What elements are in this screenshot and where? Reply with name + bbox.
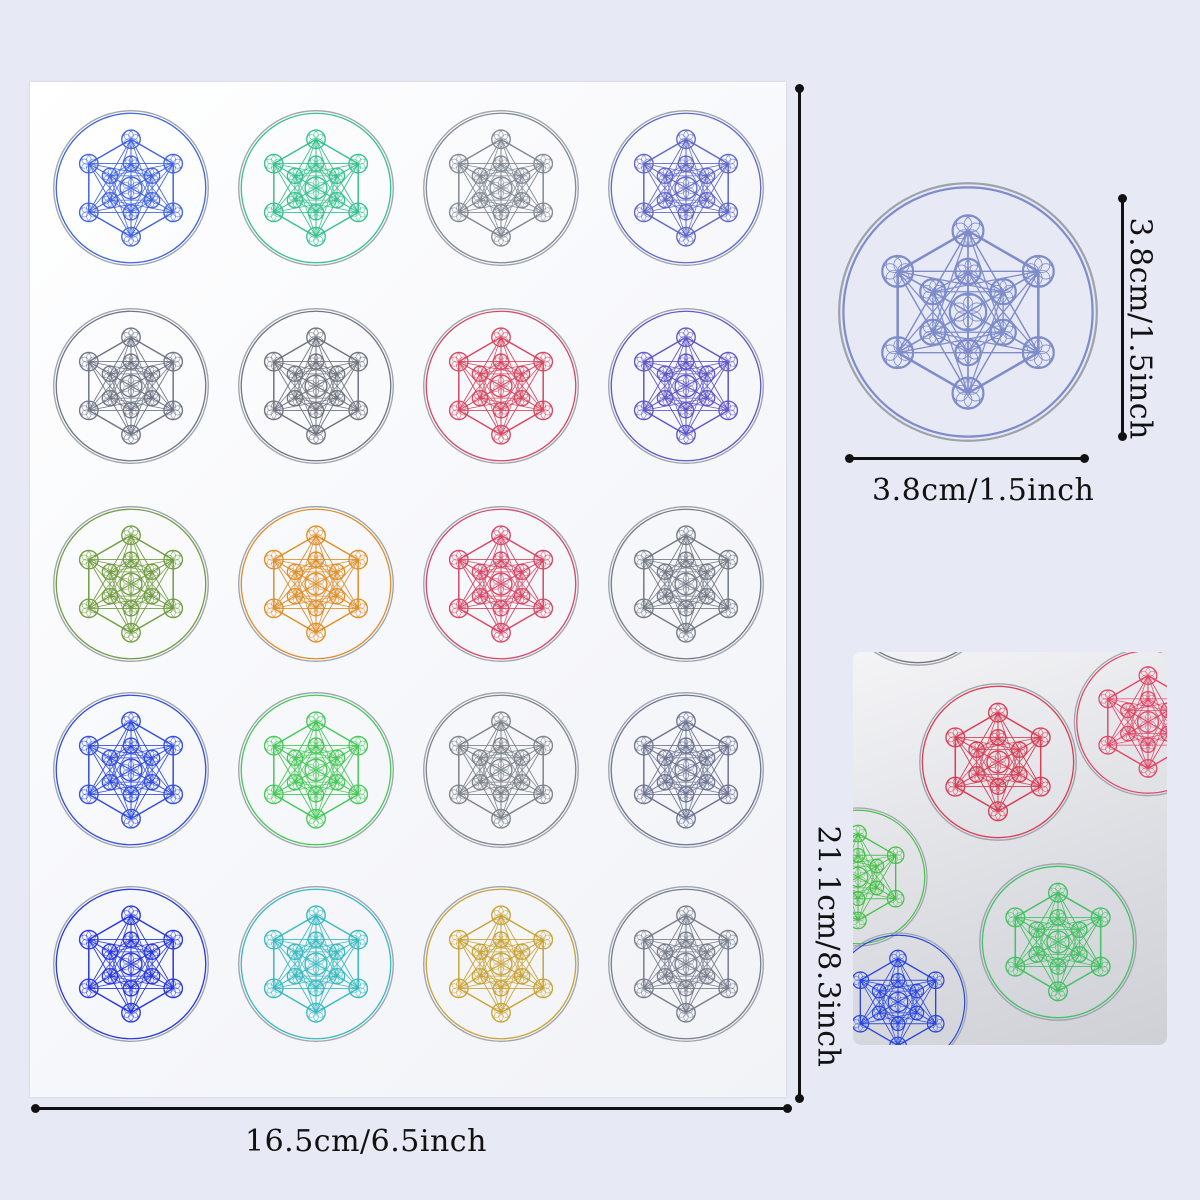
sheet-width-line — [36, 1107, 788, 1110]
sheet-height-endpoint-top — [795, 84, 804, 93]
sticker-height-line — [1121, 198, 1124, 438]
sticker-r4-c4 — [602, 686, 770, 854]
metatrons-cube-icon — [838, 182, 1098, 442]
sticker-height-label: 3.8cm/1.5inch — [1122, 217, 1158, 440]
closeup-photo — [853, 652, 1167, 1045]
sticker-r1-c1 — [47, 104, 215, 272]
sticker-r4-c2 — [232, 686, 400, 854]
sheet-height-endpoint-bottom — [795, 1094, 804, 1103]
metatrons-cube-icon — [608, 692, 764, 848]
metatrons-cube-icon — [53, 308, 209, 464]
sticker-r5-c2 — [232, 880, 400, 1048]
closeup-sticker-1 — [873, 652, 963, 666]
metatrons-cube-icon — [423, 110, 579, 266]
metatrons-cube-icon — [608, 308, 764, 464]
sticker-r1-c3 — [417, 104, 585, 272]
sticker-r3-c1 — [47, 500, 215, 668]
sticker-width-line — [850, 457, 1086, 460]
sticker-r3-c4 — [602, 500, 770, 668]
sticker-r1-c2 — [232, 104, 400, 272]
metatrons-cube-icon — [238, 692, 394, 848]
sticker-width-label: 3.8cm/1.5inch — [872, 473, 1095, 508]
sticker-r1-c4 — [602, 104, 770, 272]
closeup-sticker-6 — [853, 932, 968, 1045]
sheet-height-label: 21.1cm/8.3inch — [810, 825, 846, 1068]
sticker-r4-c1 — [47, 686, 215, 854]
sheet-width-label: 16.5cm/6.5inch — [245, 1124, 487, 1159]
metatrons-cube-icon — [238, 886, 394, 1042]
metatrons-cube-icon — [608, 886, 764, 1042]
metatrons-cube-icon — [53, 110, 209, 266]
metatrons-cube-icon — [608, 110, 764, 266]
sticker-r2-c2 — [232, 302, 400, 470]
sticker-r2-c4 — [602, 302, 770, 470]
closeup-sticker-2 — [919, 683, 1077, 841]
sticker-height-endpoint-top — [1118, 194, 1127, 203]
sticker-r5-c4 — [602, 880, 770, 1048]
metatrons-cube-icon — [53, 886, 209, 1042]
sticker-r3-c2 — [232, 500, 400, 668]
closeup-sticker-3 — [1073, 652, 1167, 797]
sticker-r2-c3 — [417, 302, 585, 470]
metatrons-cube-icon — [238, 308, 394, 464]
metatrons-cube-icon — [238, 506, 394, 662]
metatrons-cube-icon — [423, 506, 579, 662]
sticker-r5-c1 — [47, 880, 215, 1048]
sticker-r3-c3 — [417, 500, 585, 668]
sticker-width-endpoint-right — [1080, 454, 1089, 463]
metatrons-cube-icon — [423, 692, 579, 848]
metatrons-cube-icon — [608, 506, 764, 662]
sticker-r4-c3 — [417, 686, 585, 854]
sticker-height-endpoint-bottom — [1118, 432, 1127, 441]
sheet-width-endpoint-right — [783, 1104, 792, 1113]
sticker-r2-c1 — [47, 302, 215, 470]
sticker-width-endpoint-left — [845, 454, 854, 463]
metatrons-cube-icon — [53, 506, 209, 662]
sheet-width-endpoint-left — [31, 1104, 40, 1113]
metatrons-cube-icon — [53, 692, 209, 848]
sticker-sheet — [30, 82, 786, 1097]
metatrons-cube-icon — [423, 886, 579, 1042]
closeup-sticker-5 — [979, 863, 1137, 1021]
metatrons-cube-icon — [238, 110, 394, 266]
sticker-r5-c3 — [417, 880, 585, 1048]
single-sticker — [828, 172, 1108, 452]
metatrons-cube-icon — [423, 308, 579, 464]
sheet-height-line — [798, 88, 801, 1100]
